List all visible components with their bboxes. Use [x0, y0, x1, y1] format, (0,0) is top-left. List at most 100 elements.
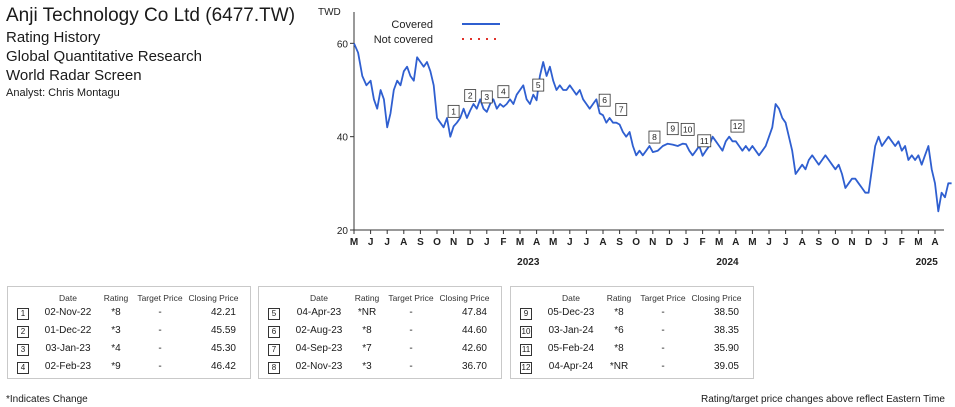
table-row: 9 05-Dec-23 *8 - 38.50 [511, 307, 753, 323]
cell-cp: 46.42 [210, 361, 236, 372]
column-header: Date [310, 293, 328, 303]
cell-n: 7 [268, 344, 280, 356]
header: Anji Technology Co Ltd (6477.TW) Rating … [6, 4, 306, 100]
annotation-label: 7 [619, 105, 624, 115]
cell-date: 05-Feb-24 [547, 343, 595, 354]
x-tick-label: A [599, 237, 606, 248]
cell-rating: *6 [614, 325, 624, 336]
rating-table-3: Date Rating Target Price Closing Price 9 05-D… [510, 286, 754, 379]
x-tick-label: M [715, 237, 723, 248]
cell-n: 8 [268, 362, 280, 374]
table-row: 10 03-Jan-24 *6 - 38.35 [511, 325, 753, 341]
x-tick-label: N [450, 237, 457, 248]
table-row: 7 04-Sep-23 *7 - 42.60 [259, 343, 501, 359]
y-tick-label: 40 [337, 133, 349, 144]
cell-rating: *NR [357, 307, 377, 318]
annotation-label: 9 [670, 124, 675, 134]
column-header: Rating [606, 293, 632, 303]
x-tick-label: A [533, 237, 540, 248]
annotation-label: 12 [733, 121, 743, 131]
annotation-label: 1 [451, 106, 456, 116]
y-axis-label: TWD [318, 7, 341, 18]
x-tick-label: S [815, 237, 822, 248]
annotation-box [666, 122, 679, 136]
table-row: 8 02-Nov-23 *3 - 36.70 [259, 361, 501, 377]
x-tick-label: O [632, 237, 640, 248]
annotation-box [697, 134, 712, 148]
cell-cp: 38.35 [713, 325, 739, 336]
column-header: Rating [103, 293, 129, 303]
cell-cp: 42.21 [210, 307, 236, 318]
legend-label: Covered [391, 19, 433, 31]
cell-n: 5 [268, 308, 280, 320]
x-tick-label: J [783, 237, 789, 248]
x-tick-label: M [350, 237, 358, 248]
column-header: Date [59, 293, 77, 303]
x-tick-label: O [832, 237, 840, 248]
cell-rating: *4 [111, 343, 121, 354]
cell-cp: 44.60 [461, 325, 487, 336]
cell-n: 6 [268, 326, 280, 338]
cell-rating: *9 [111, 361, 121, 372]
cell-date: 02-Aug-23 [295, 325, 343, 336]
cell-rating: *3 [362, 361, 372, 372]
x-tick-label: J [882, 237, 888, 248]
cell-rating: *8 [614, 307, 624, 318]
footer-note: *Indicates Change [6, 394, 88, 405]
cell-rating: *NR [609, 361, 629, 372]
y-tick-label: 60 [337, 39, 349, 50]
annotation-box [447, 104, 460, 118]
x-tick-label: D [467, 237, 474, 248]
year-label: 2023 [517, 257, 540, 268]
cell-date: 01-Dec-22 [44, 325, 92, 336]
annotation-label: 11 [700, 136, 709, 146]
cell-n: 9 [520, 308, 532, 320]
x-tick-label: J [368, 237, 374, 248]
cell-date: 04-Apr-24 [548, 361, 594, 372]
x-tick-label: D [666, 237, 673, 248]
legend-label: Not covered [374, 34, 433, 46]
cell-n: 10 [520, 326, 532, 338]
year-label: 2024 [716, 257, 739, 268]
x-tick-label: M [748, 237, 756, 248]
x-tick-label: N [649, 237, 656, 248]
column-header: Closing Price [188, 293, 239, 303]
x-tick-label: F [899, 237, 905, 248]
cell-tp: - [409, 307, 413, 318]
cell-tp: - [661, 343, 665, 354]
x-tick-label: F [700, 237, 706, 248]
cell-rating: *8 [614, 343, 624, 354]
rating-table-1: Date Rating Target Price Closing Price 1 02-N… [7, 286, 251, 379]
annotation-label: 8 [652, 132, 657, 142]
annotation-box [730, 119, 745, 133]
x-tick-label: J [683, 237, 689, 248]
column-header: Closing Price [439, 293, 490, 303]
subtitle-rating-history: Rating History [6, 29, 101, 46]
table-row: 6 02-Aug-23 *8 - 44.60 [259, 325, 501, 341]
cell-cp: 38.50 [713, 307, 739, 318]
annotation-box [532, 78, 545, 92]
cell-tp: - [661, 361, 665, 372]
cell-tp: - [661, 307, 665, 318]
cell-date: 04-Apr-23 [296, 307, 342, 318]
column-header: Target Price [137, 293, 183, 303]
cell-date: 02-Nov-23 [295, 361, 343, 372]
cell-cp: 47.84 [461, 307, 487, 318]
annotation-box [480, 90, 493, 104]
table-row: 5 04-Apr-23 *NR - 47.84 [259, 307, 501, 323]
x-tick-label: A [400, 237, 407, 248]
y-tick-label: 20 [337, 226, 349, 237]
column-header: Closing Price [691, 293, 742, 303]
annotation-box [648, 130, 661, 144]
rating-table-2: Date Rating Target Price Closing Price 5 04-A… [258, 286, 502, 379]
column-header: Date [562, 293, 580, 303]
cell-date: 04-Sep-23 [295, 343, 343, 354]
cell-cp: 45.30 [210, 343, 236, 354]
x-tick-label: A [799, 237, 806, 248]
cell-cp: 45.59 [210, 325, 236, 336]
table-row: 2 01-Dec-22 *3 - 45.59 [8, 325, 250, 341]
x-tick-label: J [484, 237, 490, 248]
cell-tp: - [661, 325, 665, 336]
x-tick-label: M [549, 237, 557, 248]
cell-cp: 36.70 [461, 361, 487, 372]
